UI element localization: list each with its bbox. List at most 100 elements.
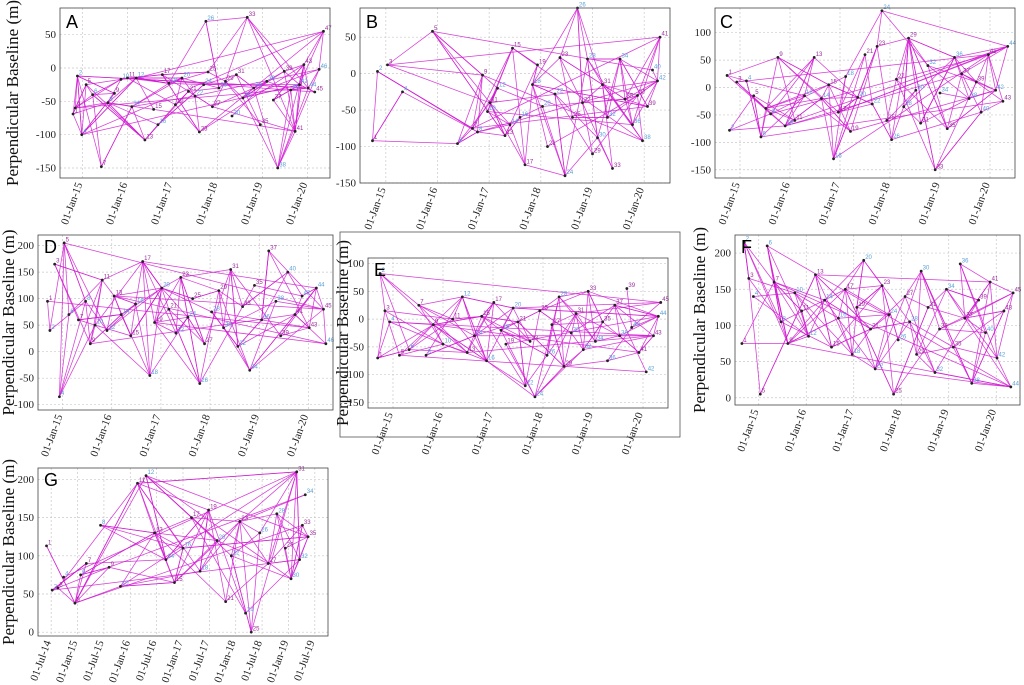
point-label: 33 [941, 324, 948, 330]
point-label: 8 [87, 296, 91, 302]
interferogram-edge [988, 54, 1004, 102]
point-label: 9 [789, 338, 793, 344]
x-tick-label: 01-Jan-17 [816, 180, 842, 226]
acquisition-point [511, 306, 515, 310]
interferogram-edge [532, 64, 538, 85]
interferogram-edge [959, 263, 966, 319]
y-tick-label: 50 [23, 320, 35, 332]
point-label: 27 [898, 74, 905, 80]
interferogram-edge [175, 77, 183, 105]
point-label: 7 [103, 161, 107, 167]
point-label: 41 [296, 309, 303, 315]
interferogram-edge [432, 31, 506, 136]
acquisition-point [933, 168, 937, 172]
point-label: 6 [459, 138, 463, 144]
point-label: 41 [992, 277, 999, 283]
interferogram-edge [100, 524, 167, 560]
x-tick-label: 01-Jul-17 [186, 638, 212, 682]
interferogram-edge [838, 54, 866, 113]
interferogram-edge [223, 327, 251, 371]
interferogram-edge [481, 316, 526, 386]
acquisition-point [48, 329, 52, 332]
interferogram-edge [267, 471, 298, 564]
acquisition-point [383, 309, 387, 313]
interferogram-edge [161, 287, 193, 299]
interferogram-edge [230, 555, 252, 633]
point-label: 5 [66, 237, 70, 243]
acquisition-point [915, 352, 918, 356]
acquisition-point [528, 339, 532, 343]
acquisition-point [167, 307, 171, 311]
acquisition-point [134, 302, 137, 306]
interferogram-edge [246, 17, 285, 72]
interferogram-edge [230, 521, 241, 556]
acquisition-point [314, 286, 318, 290]
acquisition-point [174, 103, 177, 107]
point-label: 38 [973, 378, 980, 384]
point-label: 26 [900, 334, 907, 340]
y-tick-label: 50 [353, 286, 365, 298]
interferogram-edge [577, 7, 583, 103]
point-label: 30 [225, 322, 232, 328]
point-label: 31 [238, 69, 245, 75]
acquisition-point [276, 166, 280, 170]
acquisition-point [106, 101, 110, 105]
point-label: 14 [826, 295, 833, 301]
interferogram-edge [59, 242, 65, 397]
point-label: 43 [305, 59, 312, 65]
point-label: 9 [779, 52, 783, 58]
interferogram-edge [154, 287, 163, 323]
acquisition-point [926, 64, 930, 67]
point-label: 33 [590, 286, 597, 292]
interferogram-edge [532, 7, 578, 85]
acquisition-point [896, 338, 900, 342]
acquisition-point [504, 342, 508, 346]
interferogram-edge [632, 37, 661, 125]
interferogram-edge [864, 54, 873, 105]
acquisition-point [73, 601, 77, 605]
acquisition-point [190, 516, 193, 520]
x-tick-label: 01-Jan-17 [469, 410, 495, 456]
acquisition-point [260, 318, 264, 322]
interferogram-edge [225, 17, 248, 82]
x-tick-label: 01-Jan-17 [830, 407, 856, 453]
interferogram-edge [135, 303, 151, 376]
interferogram-edge [107, 102, 159, 126]
acquisition-point [376, 70, 379, 73]
interferogram-edge [512, 307, 531, 342]
panel-a: -150 -100 -50 0 50 01-Jan-15 01-Jan-16 01-Jan-1… [3, 0, 332, 226]
point-label: 44 [310, 83, 317, 89]
point-label: 31 [604, 79, 611, 85]
acquisition-point [129, 334, 133, 338]
interferogram-edge [939, 92, 970, 99]
acquisition-point [728, 128, 731, 132]
x-tick-label: 01-Jan-17 [149, 180, 175, 226]
point-label: 39 [649, 101, 656, 107]
interferogram-edge [94, 261, 143, 326]
interferogram-edge [493, 302, 531, 342]
interferogram-edge [135, 77, 154, 110]
x-tick-label: 01-Jan-20 [966, 180, 992, 226]
acquisition-point [630, 326, 634, 329]
point-label: 25 [541, 305, 548, 311]
point-label: 28 [278, 508, 285, 514]
point-label: 26 [579, 3, 586, 9]
interferogram-edge [308, 287, 317, 328]
interferogram-edge [294, 314, 327, 344]
panel-d: -100 -50 0 50 100 150 200 01-Jan-15 01-Jan-16 01-… [0, 230, 335, 459]
acquisition-point [167, 81, 171, 85]
point-label: 7 [767, 103, 771, 109]
interferogram-edge [916, 289, 947, 355]
interferogram-edge [845, 288, 890, 315]
point-label: 4 [755, 291, 759, 297]
interferogram-edge [57, 587, 76, 604]
point-label: 18 [534, 79, 541, 85]
acquisition-point [747, 277, 751, 280]
interferogram-edge [741, 281, 775, 344]
acquisition-point [557, 295, 561, 299]
interferogram-edge [299, 536, 309, 560]
interferogram-edge [131, 95, 196, 108]
point-label: 37 [639, 90, 646, 96]
acquisition-point [623, 97, 627, 101]
